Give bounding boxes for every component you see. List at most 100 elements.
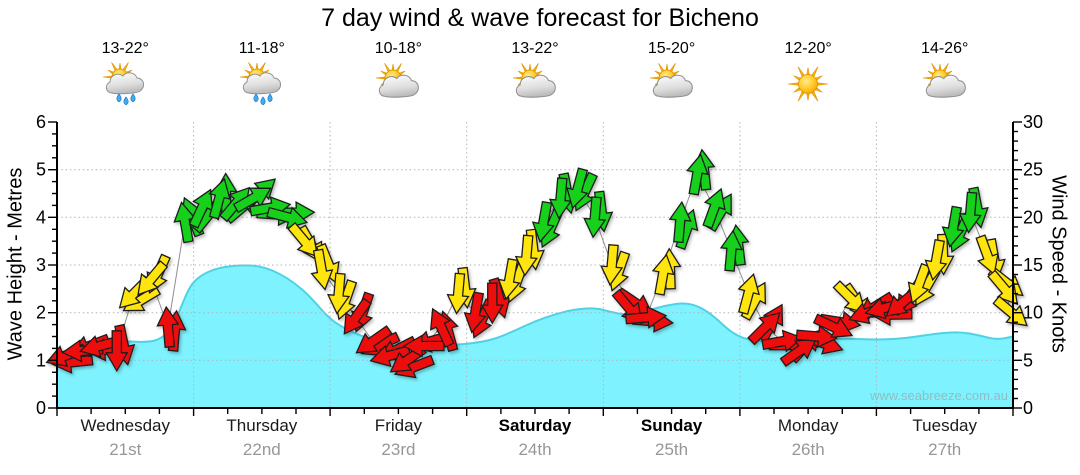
wind-arrow xyxy=(566,167,589,210)
wind-arrow xyxy=(737,273,760,315)
wind-arrow xyxy=(326,272,351,315)
temp-range-label: 11-18° xyxy=(238,40,285,57)
wind-arrow xyxy=(266,206,309,229)
weather-icon-slot xyxy=(511,60,559,108)
weather-icon-slot xyxy=(648,60,696,108)
weather-icon-sun-cloud xyxy=(922,63,966,98)
wind-tick-label: 0 xyxy=(1023,398,1033,418)
wind-arrow xyxy=(924,238,948,282)
wind-arrow xyxy=(600,243,624,287)
weather-icon-sun-cloud xyxy=(376,63,420,98)
wind-tick-label: 20 xyxy=(1023,207,1043,227)
wind-arrow xyxy=(497,258,521,301)
wave-tick-label: 4 xyxy=(36,207,46,227)
axis-ticks xyxy=(48,121,1022,416)
weather-icon-slot xyxy=(784,60,832,108)
weather-icon-sun-cloud xyxy=(649,63,693,98)
day-date-label: 22nd xyxy=(242,440,281,459)
wind-arrow xyxy=(208,177,231,220)
day-name-label: Sunday xyxy=(640,416,703,435)
wind-arrow xyxy=(685,153,709,196)
wind-arrow xyxy=(832,280,866,314)
sun-disc-icon xyxy=(798,74,819,94)
wind-arrow xyxy=(446,272,470,315)
temp-range-label: 10-18° xyxy=(374,40,423,57)
wind-arrow xyxy=(343,297,372,335)
temp-range-label: 13-22° xyxy=(511,40,559,57)
wind-arrow xyxy=(463,291,487,334)
wind-arrow xyxy=(548,177,573,220)
wind-arrow xyxy=(702,187,726,230)
raindrop-icon xyxy=(267,93,273,103)
wind-tick-label: 25 xyxy=(1023,160,1043,180)
cloud-icon xyxy=(379,74,420,98)
axis-tick-labels: 0 1 2 3 4 5 6 0 5 10 15 20 25 30 xyxy=(36,112,1043,418)
weather-icon-slot xyxy=(238,60,286,108)
wind-arrows xyxy=(45,148,1028,379)
wind-arrow xyxy=(812,313,854,339)
wind-arrow xyxy=(480,282,504,325)
wind-arrow xyxy=(531,200,555,244)
raindrop-icon xyxy=(123,96,129,106)
wave-area xyxy=(57,265,1013,408)
wave-tick-label: 3 xyxy=(36,255,46,275)
watermark: www.seabreeze.com.au xyxy=(869,388,1008,403)
wind-arrow xyxy=(668,200,692,244)
cloud-icon xyxy=(242,72,281,95)
day-name-label: Monday xyxy=(777,416,839,435)
wind-tick-label: 30 xyxy=(1023,112,1043,132)
weather-icon-sun-cloud-rain xyxy=(239,62,281,106)
raindrop-icon xyxy=(260,96,266,106)
wind-arrow xyxy=(137,260,169,296)
weather-icon-slot xyxy=(921,60,969,108)
wind-arrow xyxy=(624,305,668,329)
wave-tick-label: 2 xyxy=(36,303,46,323)
wind-arrow xyxy=(105,330,129,373)
raindrop-icon xyxy=(130,93,136,103)
cloud-icon xyxy=(515,74,556,98)
wind-arrow xyxy=(156,305,180,349)
day-name-label: Tuesday xyxy=(912,416,977,435)
wind-arrow xyxy=(941,205,965,248)
temp-range-label: 12-20° xyxy=(784,40,832,57)
cloud-icon xyxy=(106,72,145,95)
weather-icon-slot xyxy=(101,60,149,108)
temp-range-label: 15-20° xyxy=(647,40,696,57)
day-name-label: Friday xyxy=(374,416,423,435)
weather-icon-slot xyxy=(374,60,422,108)
page-title: 7 day wind & wave forecast for Bicheno xyxy=(321,4,759,32)
weather-icon-sun-cloud-rain xyxy=(103,62,145,106)
day-name-label: Wednesday xyxy=(80,416,171,435)
cloud-icon xyxy=(925,74,966,98)
wind-arrow xyxy=(779,338,818,367)
wind-arrow xyxy=(795,325,838,349)
wind-arrow xyxy=(402,334,445,358)
wave-tick-label: 6 xyxy=(36,112,46,132)
wind-arrow xyxy=(719,229,744,272)
cloud-icon xyxy=(652,74,693,98)
wind-arrow xyxy=(747,311,781,346)
wind-arrow xyxy=(355,325,393,354)
day-date-label: 24th xyxy=(518,440,552,459)
wind-tick-label: 5 xyxy=(1023,350,1033,370)
temp-range-label: 13-22° xyxy=(101,40,149,57)
wind-arrow xyxy=(369,344,412,368)
day-date-label: 25th xyxy=(655,440,689,459)
day-name-label: Thursday xyxy=(226,416,298,435)
wave-tick-label: 1 xyxy=(36,350,46,370)
wind-arrow xyxy=(651,253,675,296)
temp-range-label: 14-26° xyxy=(921,40,969,57)
wind-arrow xyxy=(583,196,607,239)
day-date-label: 21st xyxy=(109,440,142,459)
weather-icon-sunny xyxy=(788,66,829,102)
wind-arrow xyxy=(907,262,932,305)
wind-arrow xyxy=(958,191,982,234)
sun-rays-icon xyxy=(788,66,829,102)
wind-arrow xyxy=(761,329,804,353)
wind-arrow xyxy=(975,234,999,276)
day-date-label: 23rd xyxy=(381,440,416,459)
weather-icon-sun-cloud xyxy=(512,63,556,98)
wind-arrow xyxy=(287,222,319,258)
